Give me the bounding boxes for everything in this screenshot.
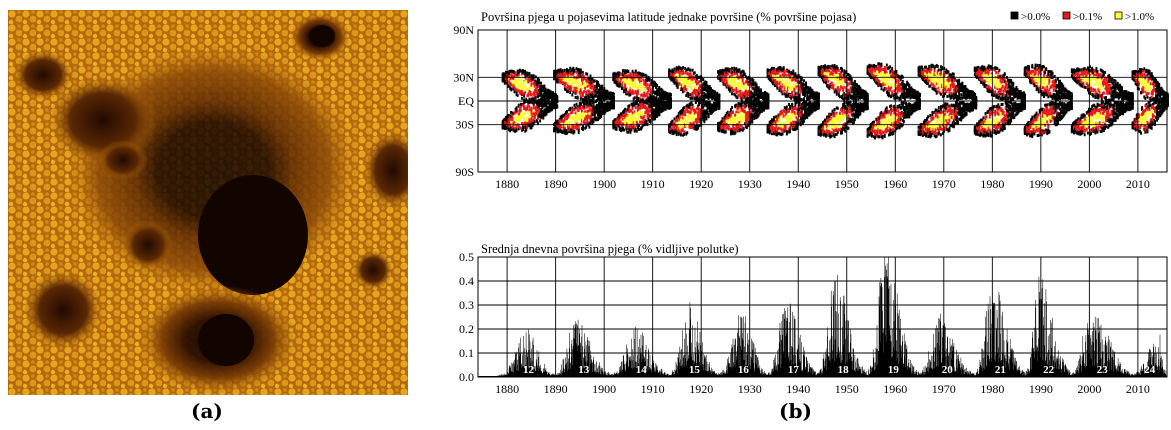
legend-swatch (1062, 11, 1071, 20)
bottom-x-tick-label: 1920 (689, 382, 713, 396)
bottom-x-tick-label: 1950 (835, 382, 859, 396)
butterfly-wing-cycle-5 (717, 66, 770, 136)
top-x-tick-label: 1880 (495, 177, 519, 191)
sunspot-photo (8, 10, 423, 395)
legend-swatch (1114, 11, 1123, 20)
bottom-y-tick-label: 0.2 (459, 322, 474, 336)
top-x-tick-label: 1900 (592, 177, 616, 191)
bottom-y-tick-label: 0.5 (459, 250, 474, 264)
bottom-x-tick-label: 1890 (544, 382, 568, 396)
bottom-y-tick-label: 0.4 (459, 274, 474, 288)
legend-label: >0.0% (1021, 11, 1050, 23)
sunspot-photo-image (8, 10, 423, 395)
bottom-x-tick-label: 1970 (932, 382, 956, 396)
bottom-x-tick-label: 2000 (1077, 382, 1101, 396)
cycle-number-label: 17 (788, 364, 800, 376)
cycle-number-label: 20 (942, 364, 954, 376)
butterfly-wing-cycle-3 (612, 69, 672, 134)
sunspot-area-spikes (477, 257, 1168, 377)
bottom-chart-title: Srednja dnevna površina pjega (% vidljiv… (481, 242, 739, 256)
top-y-tick-label: 90S (455, 165, 474, 179)
bottom-x-tick-label: 2010 (1126, 382, 1150, 396)
panel-label-a: (a) (191, 399, 223, 423)
legend-swatch (1010, 11, 1019, 20)
butterfly-wing-cycle-9 (917, 63, 978, 139)
panel-label-b: (b) (779, 399, 812, 423)
top-x-tick-label: 1990 (1029, 177, 1053, 191)
top-y-tick-label: EQ (458, 94, 474, 108)
cycle-number-label: 18 (838, 364, 850, 376)
top-x-tick-label: 1920 (689, 177, 713, 191)
cycle-number-label: 14 (636, 364, 648, 376)
cycle-number-label: 13 (578, 364, 590, 376)
legend-label: >0.1% (1073, 11, 1102, 23)
cycle-number-label: 21 (995, 364, 1006, 376)
bottom-y-tick-label: 0.3 (459, 298, 474, 312)
top-y-tick-label: 30N (453, 70, 474, 84)
top-x-tick-label: 1980 (980, 177, 1004, 191)
top-x-tick-label: 1910 (641, 177, 665, 191)
cycle-number-label: 12 (523, 364, 535, 376)
bottom-y-tick-label: 0.1 (459, 346, 474, 360)
bottom-x-tick-label: 1940 (786, 382, 810, 396)
cycle-number-label: 19 (888, 364, 900, 376)
top-x-tick-label: 1940 (786, 177, 810, 191)
top-x-tick-label: 2000 (1077, 177, 1101, 191)
butterfly-wing-cycle-2 (553, 66, 615, 136)
top-x-tick-label: 1890 (544, 177, 568, 191)
top-y-tick-label: 30S (455, 118, 474, 132)
cycle-number-label: 16 (738, 364, 750, 376)
top-x-tick-label: 1960 (883, 177, 907, 191)
bottom-plot-area (477, 256, 1168, 378)
bottom-x-tick-label: 1880 (495, 382, 519, 396)
bottom-y-tick-label: 0.0 (459, 370, 474, 384)
top-x-tick-label: 1930 (738, 177, 762, 191)
butterfly-wing-cycle-13 (1131, 67, 1169, 135)
bottom-x-tick-label: 1990 (1029, 382, 1053, 396)
bottom-x-tick-label: 1930 (738, 382, 762, 396)
butterfly-diagram: 90N 30N EQ 30S 90S 1880 1890 1900 1910 1920 1930 19… (453, 10, 1169, 191)
butterfly-wing-cycle-10 (973, 64, 1026, 138)
top-x-tick-label: 1950 (835, 177, 859, 191)
top-x-tick-label: 2010 (1126, 177, 1150, 191)
cycle-number-label: 24 (1144, 364, 1156, 376)
cycle-number-label: 22 (1043, 364, 1055, 376)
top-y-tick-label: 90N (453, 23, 474, 37)
bottom-x-tick-label: 1980 (980, 382, 1004, 396)
cycle-number-label: 15 (689, 364, 701, 376)
bottom-x-tick-label: 1910 (641, 382, 665, 396)
bottom-x-tick-label: 1960 (883, 382, 907, 396)
sunspot-area-series (477, 257, 1168, 377)
top-chart-title: Površina pjega u pojasevima latitude jed… (481, 10, 856, 24)
cycle-number-label: 23 (1097, 364, 1109, 376)
butterfly-wing-cycle-6 (766, 65, 820, 137)
bottom-x-tick-label: 1900 (592, 382, 616, 396)
top-x-tick-label: 1970 (932, 177, 956, 191)
legend-label: >1.0% (1125, 11, 1154, 23)
